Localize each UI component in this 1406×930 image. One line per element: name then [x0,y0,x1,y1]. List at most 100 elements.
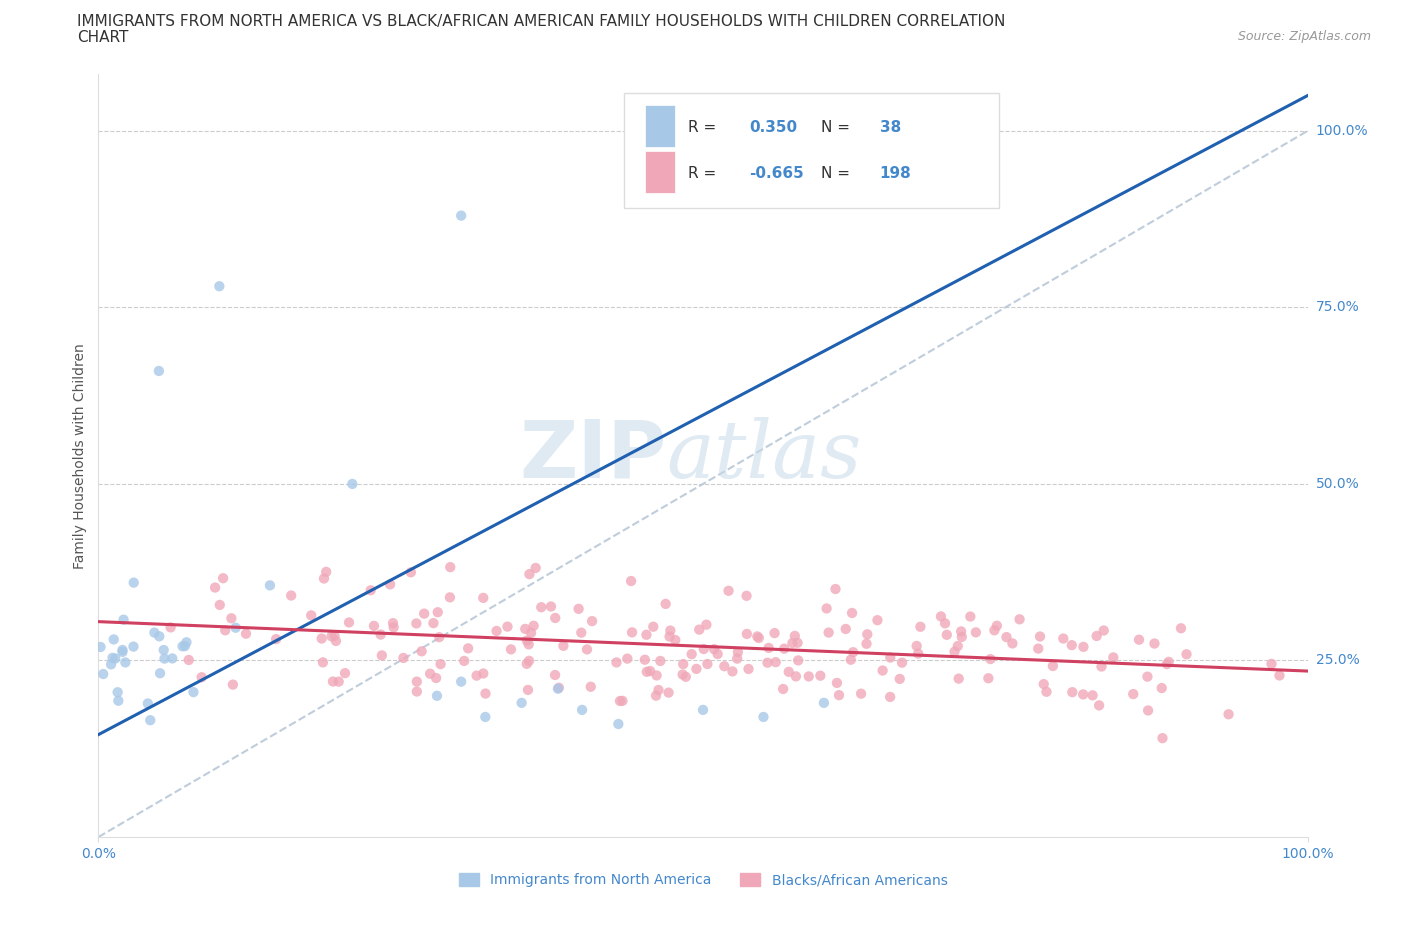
Point [392,650,415,665]
Point [413,606,436,621]
Point [772,682,794,697]
Point [786,635,808,650]
Text: 50.0%: 50.0% [1316,477,1360,491]
Point [222,677,245,692]
Point [828,687,851,702]
Point [856,627,879,642]
Point [472,591,495,605]
Point [312,571,335,586]
Point [935,628,957,643]
Point [959,609,981,624]
Point [530,600,553,615]
Point [122,575,145,590]
Point [634,652,657,667]
Point [752,710,775,724]
Point [817,625,839,640]
Point [934,616,956,631]
Text: N =: N = [821,166,855,181]
Point [995,630,1018,644]
Point [612,694,634,709]
Point [1157,655,1180,670]
Point [321,629,343,644]
Point [544,610,567,625]
Point [693,642,716,657]
Point [1143,636,1166,651]
Point [785,669,807,684]
Text: Source: ZipAtlas.com: Source: ZipAtlas.com [1237,30,1371,43]
Point [103,632,125,647]
Point [515,621,537,636]
Point [510,696,533,711]
Point [1268,668,1291,683]
Point [986,618,1008,633]
Point [465,668,488,683]
Text: IMMIGRANTS FROM NORTH AMERICA VS BLACK/AFRICAN AMERICAN FAMILY HOUSEHOLDS WITH C: IMMIGRANTS FROM NORTH AMERICA VS BLACK/A… [77,14,1005,29]
Point [208,597,231,612]
Point [1122,686,1144,701]
Point [382,616,405,631]
Point [735,589,758,604]
Point [370,627,392,642]
Point [429,657,451,671]
Point [620,574,643,589]
Point [190,670,212,684]
Text: 100.0%: 100.0% [1316,124,1368,138]
Point [1008,612,1031,627]
Point [706,646,728,661]
Text: atlas: atlas [666,417,862,495]
Point [183,684,205,699]
Point [787,653,810,668]
Point [808,669,831,684]
Point [311,631,333,646]
Point [517,683,540,698]
Point [325,633,347,648]
Point [472,666,495,681]
Point [547,681,569,696]
Point [658,629,681,644]
Point [457,641,479,656]
Point [544,668,567,683]
Point [1073,640,1095,655]
Point [650,654,672,669]
Point [516,633,538,648]
Point [153,651,176,666]
FancyBboxPatch shape [624,94,1000,208]
Point [907,646,929,661]
Point [517,654,540,669]
Point [162,651,184,666]
Point [950,630,973,644]
Point [1029,629,1052,644]
Point [363,618,385,633]
Point [382,620,405,635]
Point [111,644,134,659]
Point [1090,659,1112,674]
Point [841,605,863,620]
Point [122,639,145,654]
Point [177,653,200,668]
Point [485,623,508,638]
Point [143,625,166,640]
Point [842,644,865,659]
Point [547,682,569,697]
Point [855,636,877,651]
Point [426,688,449,703]
Point [259,578,281,592]
Point [813,696,835,711]
Point [136,696,159,711]
Point [453,654,475,669]
Point [425,671,447,685]
Point [1175,647,1198,662]
Point [337,615,360,630]
Point [1071,687,1094,702]
Point [943,644,966,659]
Point [148,364,170,379]
Point [581,614,603,629]
Point [91,667,114,682]
Point [605,655,627,670]
Point [520,625,543,640]
Point [159,620,181,635]
Point [173,639,195,654]
Point [692,702,714,717]
Text: 38: 38 [880,120,901,135]
Point [747,629,769,644]
